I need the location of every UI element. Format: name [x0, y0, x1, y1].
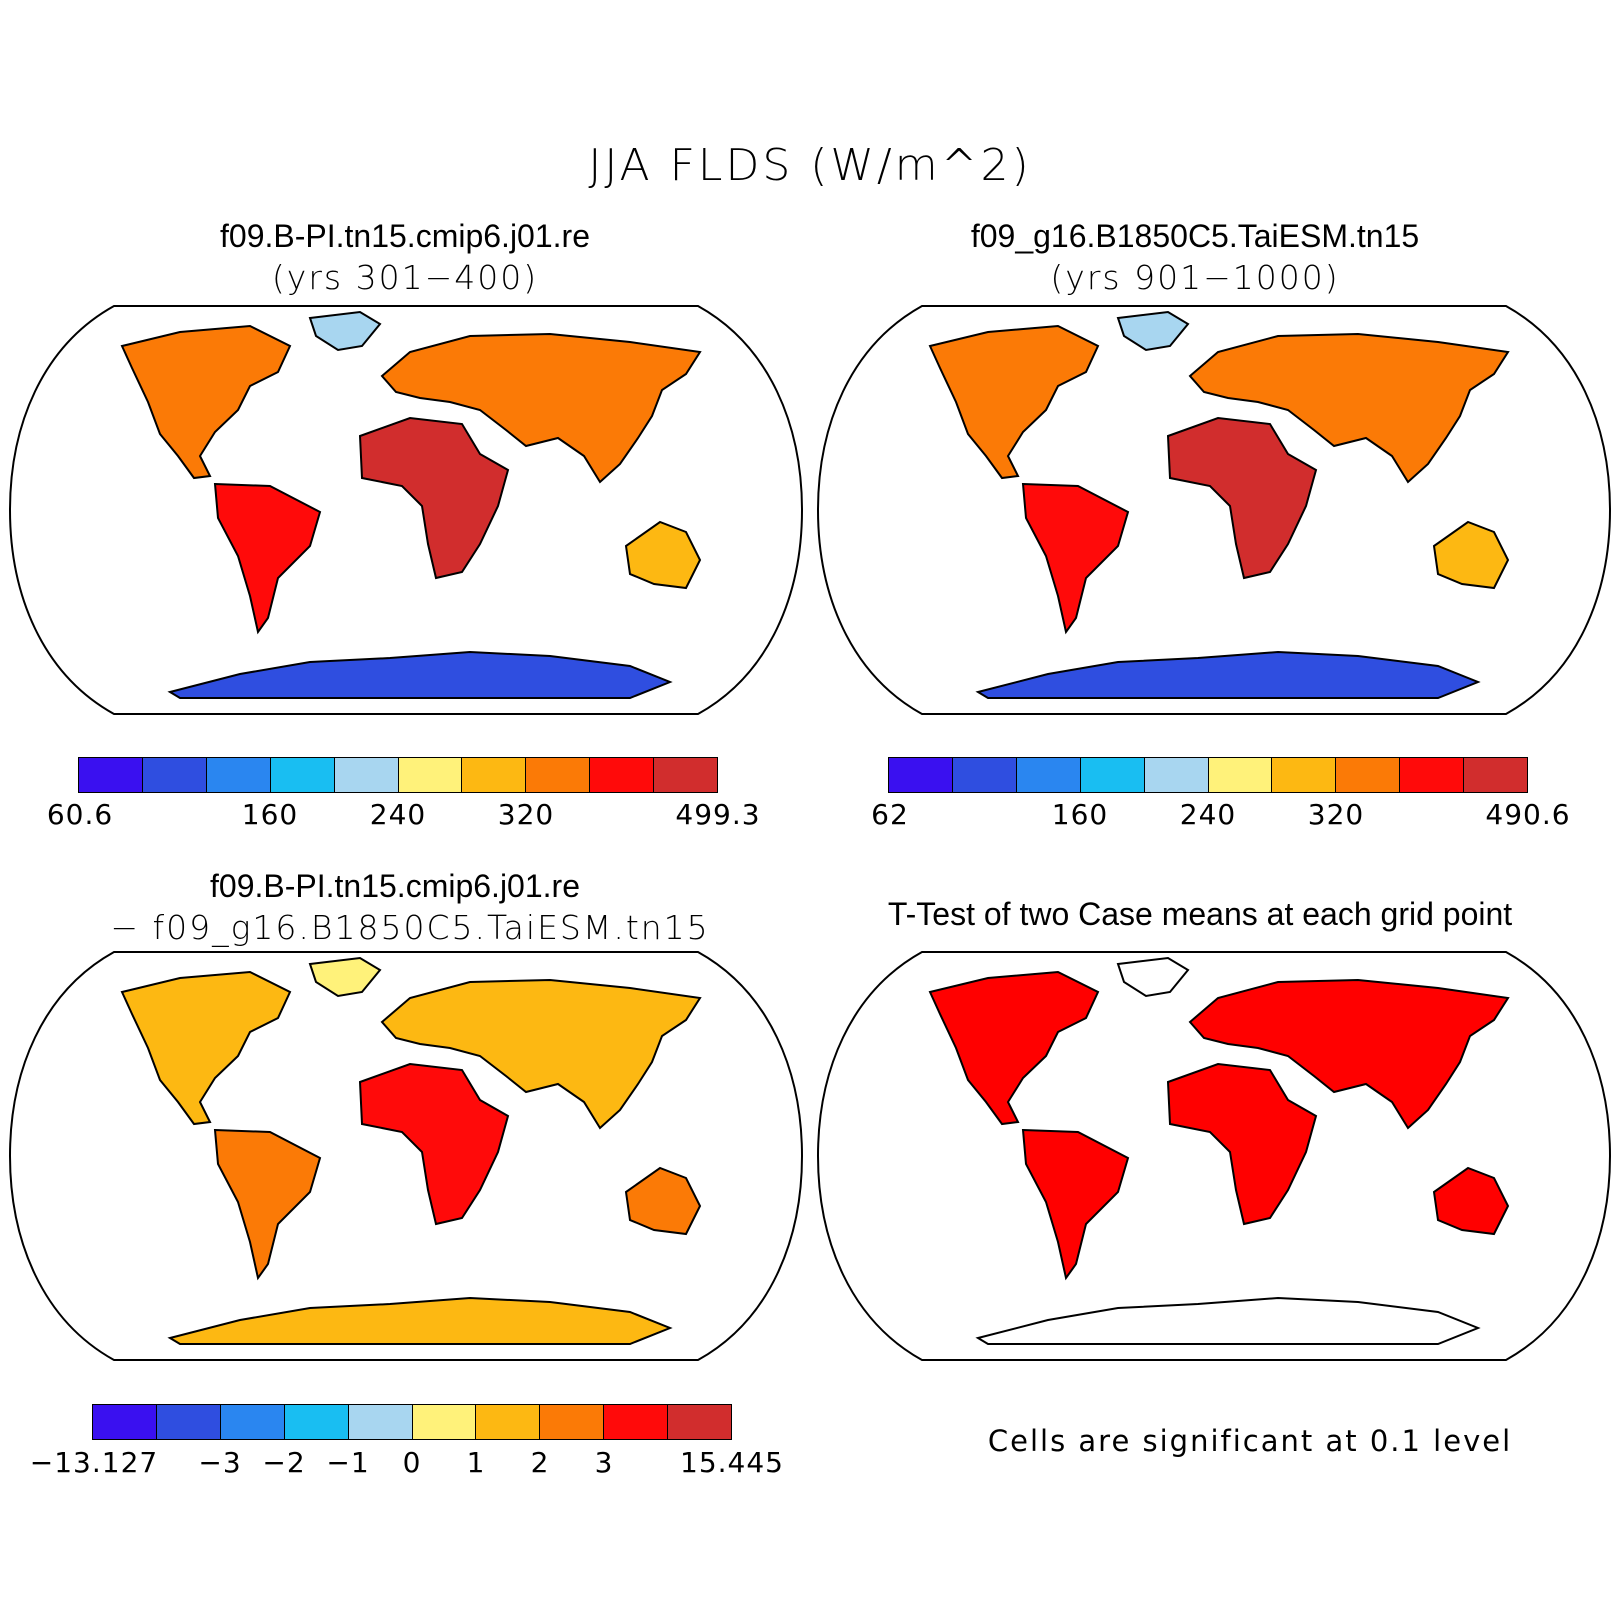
- figure-title: JJA FLDS (W/m^2): [588, 140, 1032, 191]
- australia-shape: [624, 1166, 702, 1236]
- colorbar-swatch: [348, 1405, 413, 1439]
- colorbar-swatch: [1016, 758, 1081, 792]
- colorbar-swatch: [1464, 758, 1528, 792]
- colorbar-swatch: [668, 1405, 732, 1439]
- africa-shape: [1166, 416, 1318, 580]
- colorbar-2: [888, 757, 1528, 793]
- colorbar-swatch: [952, 758, 1017, 792]
- colorbar-1-label: 240: [369, 798, 427, 831]
- north-america-shape: [120, 324, 292, 480]
- antarctica-shape: [975, 1296, 1481, 1345]
- south-america-shape: [1021, 1128, 1130, 1281]
- colorbar-swatch: [526, 758, 591, 792]
- map-outline: [8, 951, 804, 1361]
- europe-asia-shape: [1188, 332, 1510, 484]
- colorbar-swatch: [1080, 758, 1145, 792]
- panel-4-title: T-Test of two Case means at each grid po…: [887, 896, 1513, 932]
- colorbar-swatch: [590, 758, 655, 792]
- map-panel-2: [816, 305, 1612, 715]
- south-america-shape: [1021, 482, 1130, 635]
- map-outline: [816, 951, 1612, 1361]
- colorbar-2-label: 320: [1307, 798, 1365, 831]
- north-america-shape: [120, 970, 292, 1126]
- europe-asia-shape: [1188, 978, 1510, 1130]
- colorbar-swatch: [334, 758, 399, 792]
- colorbar-3: [92, 1404, 732, 1440]
- map-outline: [816, 305, 1612, 715]
- colorbar-3-label: 1: [466, 1446, 486, 1479]
- south-america-shape: [213, 482, 322, 635]
- colorbar-swatch: [220, 1405, 285, 1439]
- antarctica-shape: [167, 650, 673, 699]
- colorbar-swatch: [1208, 758, 1273, 792]
- africa-shape: [358, 416, 510, 580]
- panel-3-subtitle: − f09_g16.B1850C5.TaiESM.tn15: [110, 908, 710, 947]
- colorbar-swatch: [142, 758, 207, 792]
- map-outline: [8, 305, 804, 715]
- colorbar-swatch: [889, 758, 953, 792]
- colorbar-3-label: 3: [594, 1446, 614, 1479]
- colorbar-2-label: 240: [1179, 798, 1237, 831]
- greenland-shape: [1116, 956, 1190, 998]
- colorbar-3-label: −1: [326, 1446, 370, 1479]
- north-america-shape: [928, 324, 1100, 480]
- significance-note: Cells are significant at 0.1 level: [987, 1424, 1513, 1458]
- colorbar-swatch: [79, 758, 143, 792]
- colorbar-swatch: [1272, 758, 1337, 792]
- colorbar-swatch: [1336, 758, 1401, 792]
- colorbar-swatch: [476, 1405, 541, 1439]
- colorbar-2-label: 62: [871, 798, 909, 831]
- colorbar-1: [78, 757, 718, 793]
- panel-2-subtitle: (yrs 901−1000): [1050, 258, 1340, 297]
- antarctica-shape: [167, 1296, 673, 1345]
- colorbar-swatch: [206, 758, 271, 792]
- colorbar-3-label: 15.445: [680, 1446, 784, 1479]
- colorbar-swatch: [412, 1405, 477, 1439]
- colorbar-swatch: [462, 758, 527, 792]
- north-america-shape: [928, 970, 1100, 1126]
- australia-shape: [1432, 520, 1510, 590]
- antarctica-shape: [975, 650, 1481, 699]
- colorbar-swatch: [1144, 758, 1209, 792]
- greenland-shape: [308, 956, 382, 998]
- colorbar-swatch: [1400, 758, 1465, 792]
- colorbar-3-label: −3: [198, 1446, 242, 1479]
- australia-shape: [624, 520, 702, 590]
- europe-asia-shape: [380, 978, 702, 1130]
- colorbar-1-label: 320: [497, 798, 555, 831]
- colorbar-3-label: −2: [262, 1446, 306, 1479]
- south-america-shape: [213, 1128, 322, 1281]
- colorbar-swatch: [398, 758, 463, 792]
- colorbar-swatch: [156, 1405, 221, 1439]
- colorbar-swatch: [93, 1405, 157, 1439]
- colorbar-1-label: 160: [241, 798, 299, 831]
- colorbar-2-label: 160: [1051, 798, 1109, 831]
- greenland-shape: [1116, 310, 1190, 352]
- europe-asia-shape: [380, 332, 702, 484]
- map-panel-1: [8, 305, 804, 715]
- map-panel-4: [816, 951, 1612, 1361]
- map-panel-3: [8, 951, 804, 1361]
- colorbar-3-label: 2: [530, 1446, 550, 1479]
- panel-2-title: f09_g16.B1850C5.TaiESM.tn15: [970, 218, 1420, 254]
- panel-3-title: f09.B-PI.tn15.cmip6.j01.re: [210, 868, 580, 904]
- colorbar-1-label: 499.3: [675, 798, 761, 831]
- colorbar-swatch: [540, 1405, 605, 1439]
- colorbar-swatch: [654, 758, 718, 792]
- colorbar-2-label: 490.6: [1485, 798, 1571, 831]
- colorbar-swatch: [270, 758, 335, 792]
- colorbar-3-label: −13.127: [29, 1446, 159, 1479]
- colorbar-swatch: [284, 1405, 349, 1439]
- greenland-shape: [308, 310, 382, 352]
- colorbar-3-label: 0: [402, 1446, 422, 1479]
- colorbar-swatch: [604, 1405, 669, 1439]
- panel-1-subtitle: (yrs 301−400): [271, 258, 539, 297]
- africa-shape: [1166, 1062, 1318, 1226]
- africa-shape: [358, 1062, 510, 1226]
- panel-1-title: f09.B-PI.tn15.cmip6.j01.re: [220, 218, 590, 254]
- australia-shape: [1432, 1166, 1510, 1236]
- colorbar-1-label: 60.6: [46, 798, 114, 831]
